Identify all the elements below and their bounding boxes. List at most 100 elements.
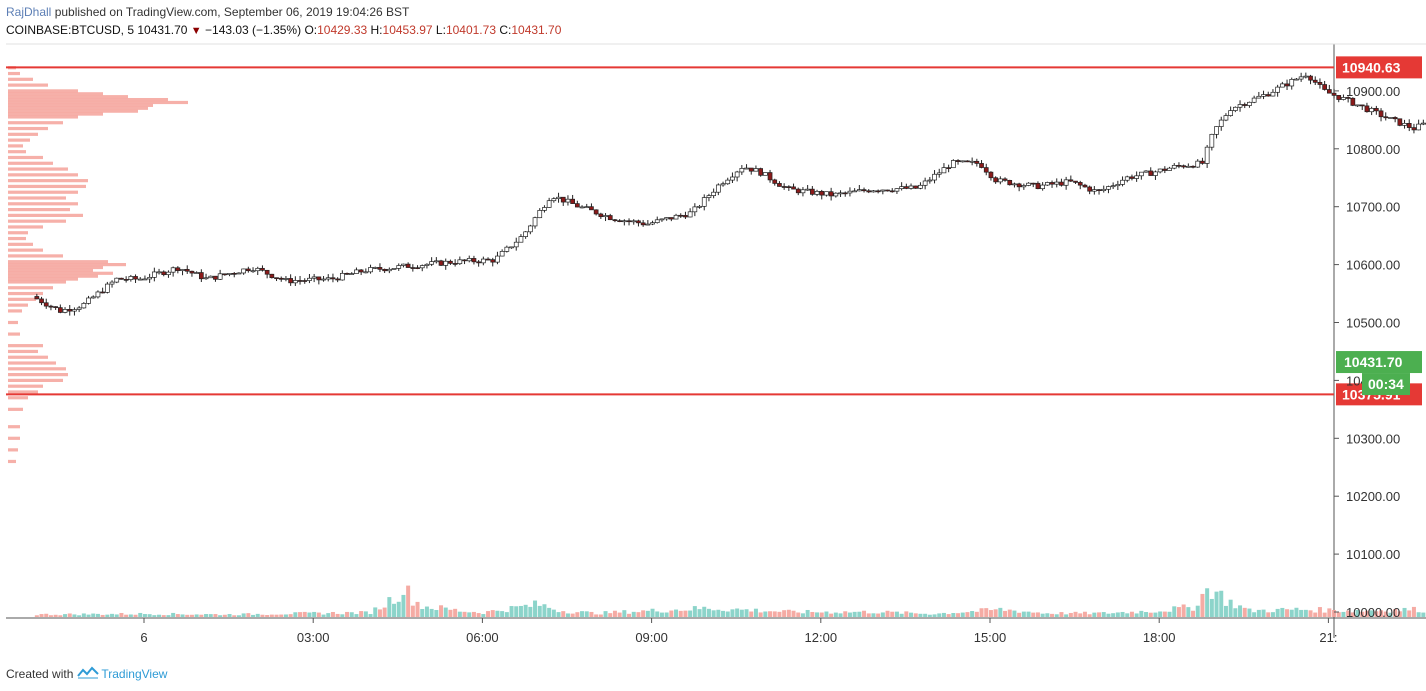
volume-profile-bar [8, 112, 103, 116]
volume-profile-bar [8, 297, 36, 301]
volume-bar [194, 614, 199, 617]
volume-bar [1097, 612, 1102, 617]
volume-profile-bar [8, 277, 78, 281]
candle-body [1420, 122, 1426, 125]
candle-body [433, 260, 439, 263]
candle-body [570, 198, 575, 204]
candle-body [936, 172, 942, 175]
candle-body [1138, 171, 1144, 177]
tradingview-brand[interactable]: TradingView [101, 666, 168, 681]
countdown-label-bg [1362, 373, 1410, 396]
volume-bar [279, 614, 284, 617]
volume-profile-bar [8, 367, 66, 371]
volume-profile-bar [8, 378, 63, 382]
volume-bar [298, 612, 303, 617]
candle-body [1120, 179, 1125, 185]
high-value: 10453.97 [382, 23, 433, 37]
volume-profile-bar [8, 167, 68, 171]
volume-bar [462, 611, 467, 617]
volume-bar [1205, 588, 1210, 617]
candle-body [711, 191, 716, 196]
candle-body [67, 309, 73, 312]
volume-profile-bar [8, 144, 23, 148]
volume-profile-bar [8, 448, 18, 452]
volume-bar [876, 613, 881, 617]
candle-body [156, 271, 162, 274]
candle-body [527, 225, 533, 233]
candle-body [1115, 184, 1121, 187]
x-tick-label: 12:00 [805, 630, 838, 645]
volume-bar [1120, 611, 1125, 617]
volume-bar [1341, 611, 1346, 617]
volume-bar [909, 612, 914, 617]
volume-bar [650, 608, 655, 617]
volume-bar [1393, 609, 1398, 617]
candle-body [213, 275, 218, 280]
volume-profile-bar [8, 173, 78, 177]
volume-bar [580, 611, 585, 617]
candle-body [86, 297, 91, 304]
candle-body [443, 260, 449, 266]
volume-profile-bar [8, 100, 188, 105]
volume-bar [363, 611, 368, 617]
candle-body [1298, 76, 1304, 80]
volume-bar [974, 611, 979, 617]
volume-profile-bar [8, 132, 38, 136]
volume-bar [965, 612, 970, 617]
candle-body [532, 217, 538, 227]
volume-bar [617, 612, 622, 617]
volume-profile-bar [8, 280, 66, 284]
volume-bar [1285, 609, 1290, 617]
volume-bar [142, 614, 147, 617]
candle-body [438, 260, 444, 266]
candle-body [814, 190, 820, 195]
candle-body [419, 265, 425, 269]
volume-bar [749, 611, 754, 617]
candle-body [856, 189, 862, 192]
volume-bar [1125, 613, 1130, 617]
y-tick-label: 10000.00 [1346, 605, 1400, 620]
volume-bar [1139, 610, 1144, 617]
candle-body [1392, 117, 1398, 120]
candle-body [838, 192, 843, 195]
volume-bar [1266, 612, 1271, 617]
author-name[interactable]: RajDhall [6, 5, 52, 19]
candle-body [903, 186, 909, 189]
volume-bar [523, 604, 528, 617]
volume-bar [236, 615, 241, 617]
volume-bar [227, 614, 232, 617]
volume-profile-bar [8, 248, 43, 252]
candle-body [1148, 170, 1154, 176]
volume-profile-bar [8, 459, 16, 464]
volume-bar [951, 613, 956, 617]
candle-body [231, 273, 237, 275]
volume-bar [110, 613, 115, 617]
candle-body [1082, 184, 1088, 188]
volume-bar [805, 609, 810, 617]
volume-bar [1129, 611, 1134, 617]
candle-body [589, 206, 594, 211]
candle-body [1110, 185, 1116, 188]
candle-body [654, 219, 660, 223]
volume-bar [95, 613, 100, 617]
candle-body [1378, 110, 1384, 118]
candle-body [560, 196, 566, 203]
candle-body [1359, 104, 1365, 107]
candle-body [1002, 178, 1008, 181]
volume-bar [1059, 612, 1064, 617]
volume-bar [448, 609, 453, 617]
volume-bar [288, 614, 293, 617]
volume-bar [251, 614, 256, 617]
volume-bar [988, 610, 993, 617]
x-tick-label: 15:00 [974, 630, 1007, 645]
volume-bar [843, 611, 848, 617]
candle-body [1406, 123, 1412, 128]
candle-body [1284, 83, 1290, 87]
volume-bar [368, 614, 373, 617]
candle-body [1270, 91, 1276, 97]
candle-body [1185, 165, 1191, 168]
volume-bar [598, 614, 603, 617]
volume-bar [862, 610, 867, 617]
volume-bar [829, 613, 834, 617]
